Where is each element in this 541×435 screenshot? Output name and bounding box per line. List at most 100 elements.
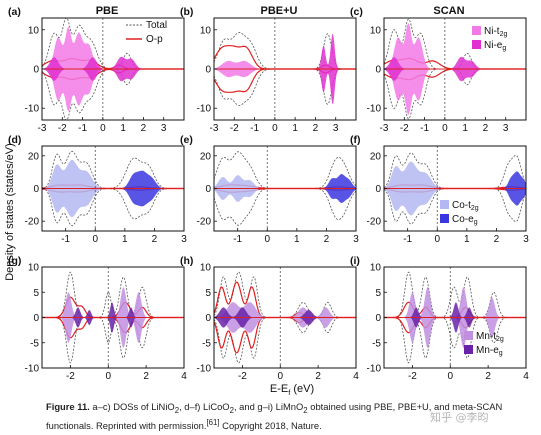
plot-area — [42, 150, 184, 227]
panel-label: (e) — [180, 134, 193, 146]
x-tick-label: -2 — [66, 371, 75, 382]
y-tick-label: 20 — [370, 151, 382, 162]
y-tick-label: 20 — [28, 151, 40, 162]
y-tick-label: 0 — [205, 65, 211, 76]
y-tick-label: 0 — [33, 313, 39, 324]
x-tick-label: 2 — [141, 123, 147, 134]
legend-swatch — [472, 26, 481, 35]
series-ni-t2g-down — [42, 69, 184, 112]
series-ni-t2g-up — [214, 60, 356, 69]
legend-swatch — [464, 345, 473, 354]
panel-title: SCAN — [433, 5, 464, 17]
legend-swatch — [464, 331, 473, 340]
series-co-t2g-up — [384, 161, 526, 189]
series-mn-eg-down — [214, 317, 356, 328]
series-mn-eg-down — [384, 317, 526, 333]
series-mn-t2g-up — [384, 287, 526, 318]
x-tick-label: 2 — [485, 371, 491, 382]
y-tick-label: -5 — [30, 338, 39, 349]
y-tick-label: -5 — [202, 338, 211, 349]
legend: Ni-t2g Ni-eg — [472, 26, 507, 52]
x-tick-label: 2 — [483, 123, 489, 134]
legend-label: Mn-t2g — [476, 331, 504, 343]
panel-title: PBE+U — [261, 5, 298, 17]
x-tick-label: 0 — [447, 371, 453, 382]
x-tick-label: 1 — [464, 234, 470, 245]
x-tick-label: -1 — [61, 234, 70, 245]
y-tick-label: 10 — [370, 263, 382, 274]
x-tick-label: 4 — [353, 371, 359, 382]
series-ni-t2g-up — [42, 26, 184, 69]
panel-label: (b) — [180, 6, 193, 18]
plot-area — [214, 271, 356, 364]
legend: Mn-t2g Mn-eg — [464, 331, 504, 357]
x-tick-label: 3 — [353, 234, 359, 245]
y-tick-label: 5 — [375, 288, 381, 299]
series-mn-eg-up — [384, 302, 526, 318]
y-tick-label: 20 — [200, 151, 212, 162]
x-tick-label: 0 — [272, 123, 278, 134]
x-tick-label: 0 — [434, 234, 440, 245]
panel-label: (d) — [8, 134, 21, 146]
x-tick-label: 2 — [313, 123, 319, 134]
legend-label: Co-t2g — [452, 200, 479, 212]
series-co-t2g-down — [214, 188, 356, 202]
series-total-down — [384, 317, 526, 364]
panel-label: (c) — [350, 6, 363, 18]
series-mn-t2g-down — [214, 317, 356, 333]
series-ni-eg-up — [384, 56, 526, 69]
y-tick-label: -10 — [197, 104, 212, 115]
x-tick-label: -2 — [230, 123, 239, 134]
series-co-eg-up — [214, 174, 356, 189]
y-tick-label: 0 — [375, 184, 381, 195]
y-tick-label: 0 — [375, 313, 381, 324]
panel-label: (f) — [350, 134, 361, 146]
x-tick-label: 4 — [523, 371, 529, 382]
series-mn-t2g-down — [384, 317, 526, 348]
series-ni-eg-down — [42, 69, 184, 82]
plot-area — [384, 18, 526, 120]
y-tick-label: 10 — [370, 25, 382, 36]
panel-label: (i) — [350, 255, 360, 267]
y-tick-label: 5 — [205, 288, 211, 299]
series-total-down — [384, 188, 526, 225]
panel-label: (a) — [8, 6, 21, 18]
x-tick-label: 3 — [161, 123, 167, 134]
series-total-up — [384, 271, 526, 318]
x-tick-label: 2 — [315, 371, 321, 382]
dos-panel-e: -20 0 20 -1 0 1 2 3 (e) — [180, 134, 359, 245]
x-tick-label: -1 — [250, 123, 259, 134]
x-tick-label: -2 — [238, 371, 247, 382]
y-tick-label: -20 — [25, 217, 40, 228]
plot-area — [384, 152, 526, 225]
series-mn-t2g-up — [42, 287, 184, 318]
y-tick-label: -20 — [367, 217, 382, 228]
series-mn-eg-down — [42, 317, 184, 333]
series-ni-eg-up — [42, 56, 184, 69]
x-tick-label: -1 — [233, 234, 242, 245]
x-tick-label: -1 — [78, 123, 87, 134]
x-tick-label: 0 — [105, 371, 111, 382]
legend-swatch — [472, 40, 481, 49]
x-tick-label: 0 — [277, 371, 283, 382]
legend-label: Total — [146, 20, 167, 31]
x-tick-label: -2 — [400, 123, 409, 134]
plot-area — [214, 151, 356, 226]
series-mn-eg-up — [42, 302, 184, 318]
series-co-eg-down — [214, 188, 356, 203]
series-co-eg-down — [42, 188, 184, 207]
series-total-up — [42, 150, 184, 189]
plot-area — [42, 271, 184, 364]
y-tick-label: -5 — [372, 338, 381, 349]
x-tick-label: 1 — [122, 234, 128, 245]
y-tick-label: 0 — [375, 65, 381, 76]
legend-label: Co-eg — [452, 214, 478, 226]
legend-label: Ni-t2g — [484, 26, 507, 38]
y-tick-label: -10 — [367, 364, 382, 375]
plot-area — [384, 271, 526, 364]
y-tick-label: 10 — [200, 263, 212, 274]
series-co-t2g-up — [214, 175, 356, 189]
plot-area — [214, 32, 356, 106]
